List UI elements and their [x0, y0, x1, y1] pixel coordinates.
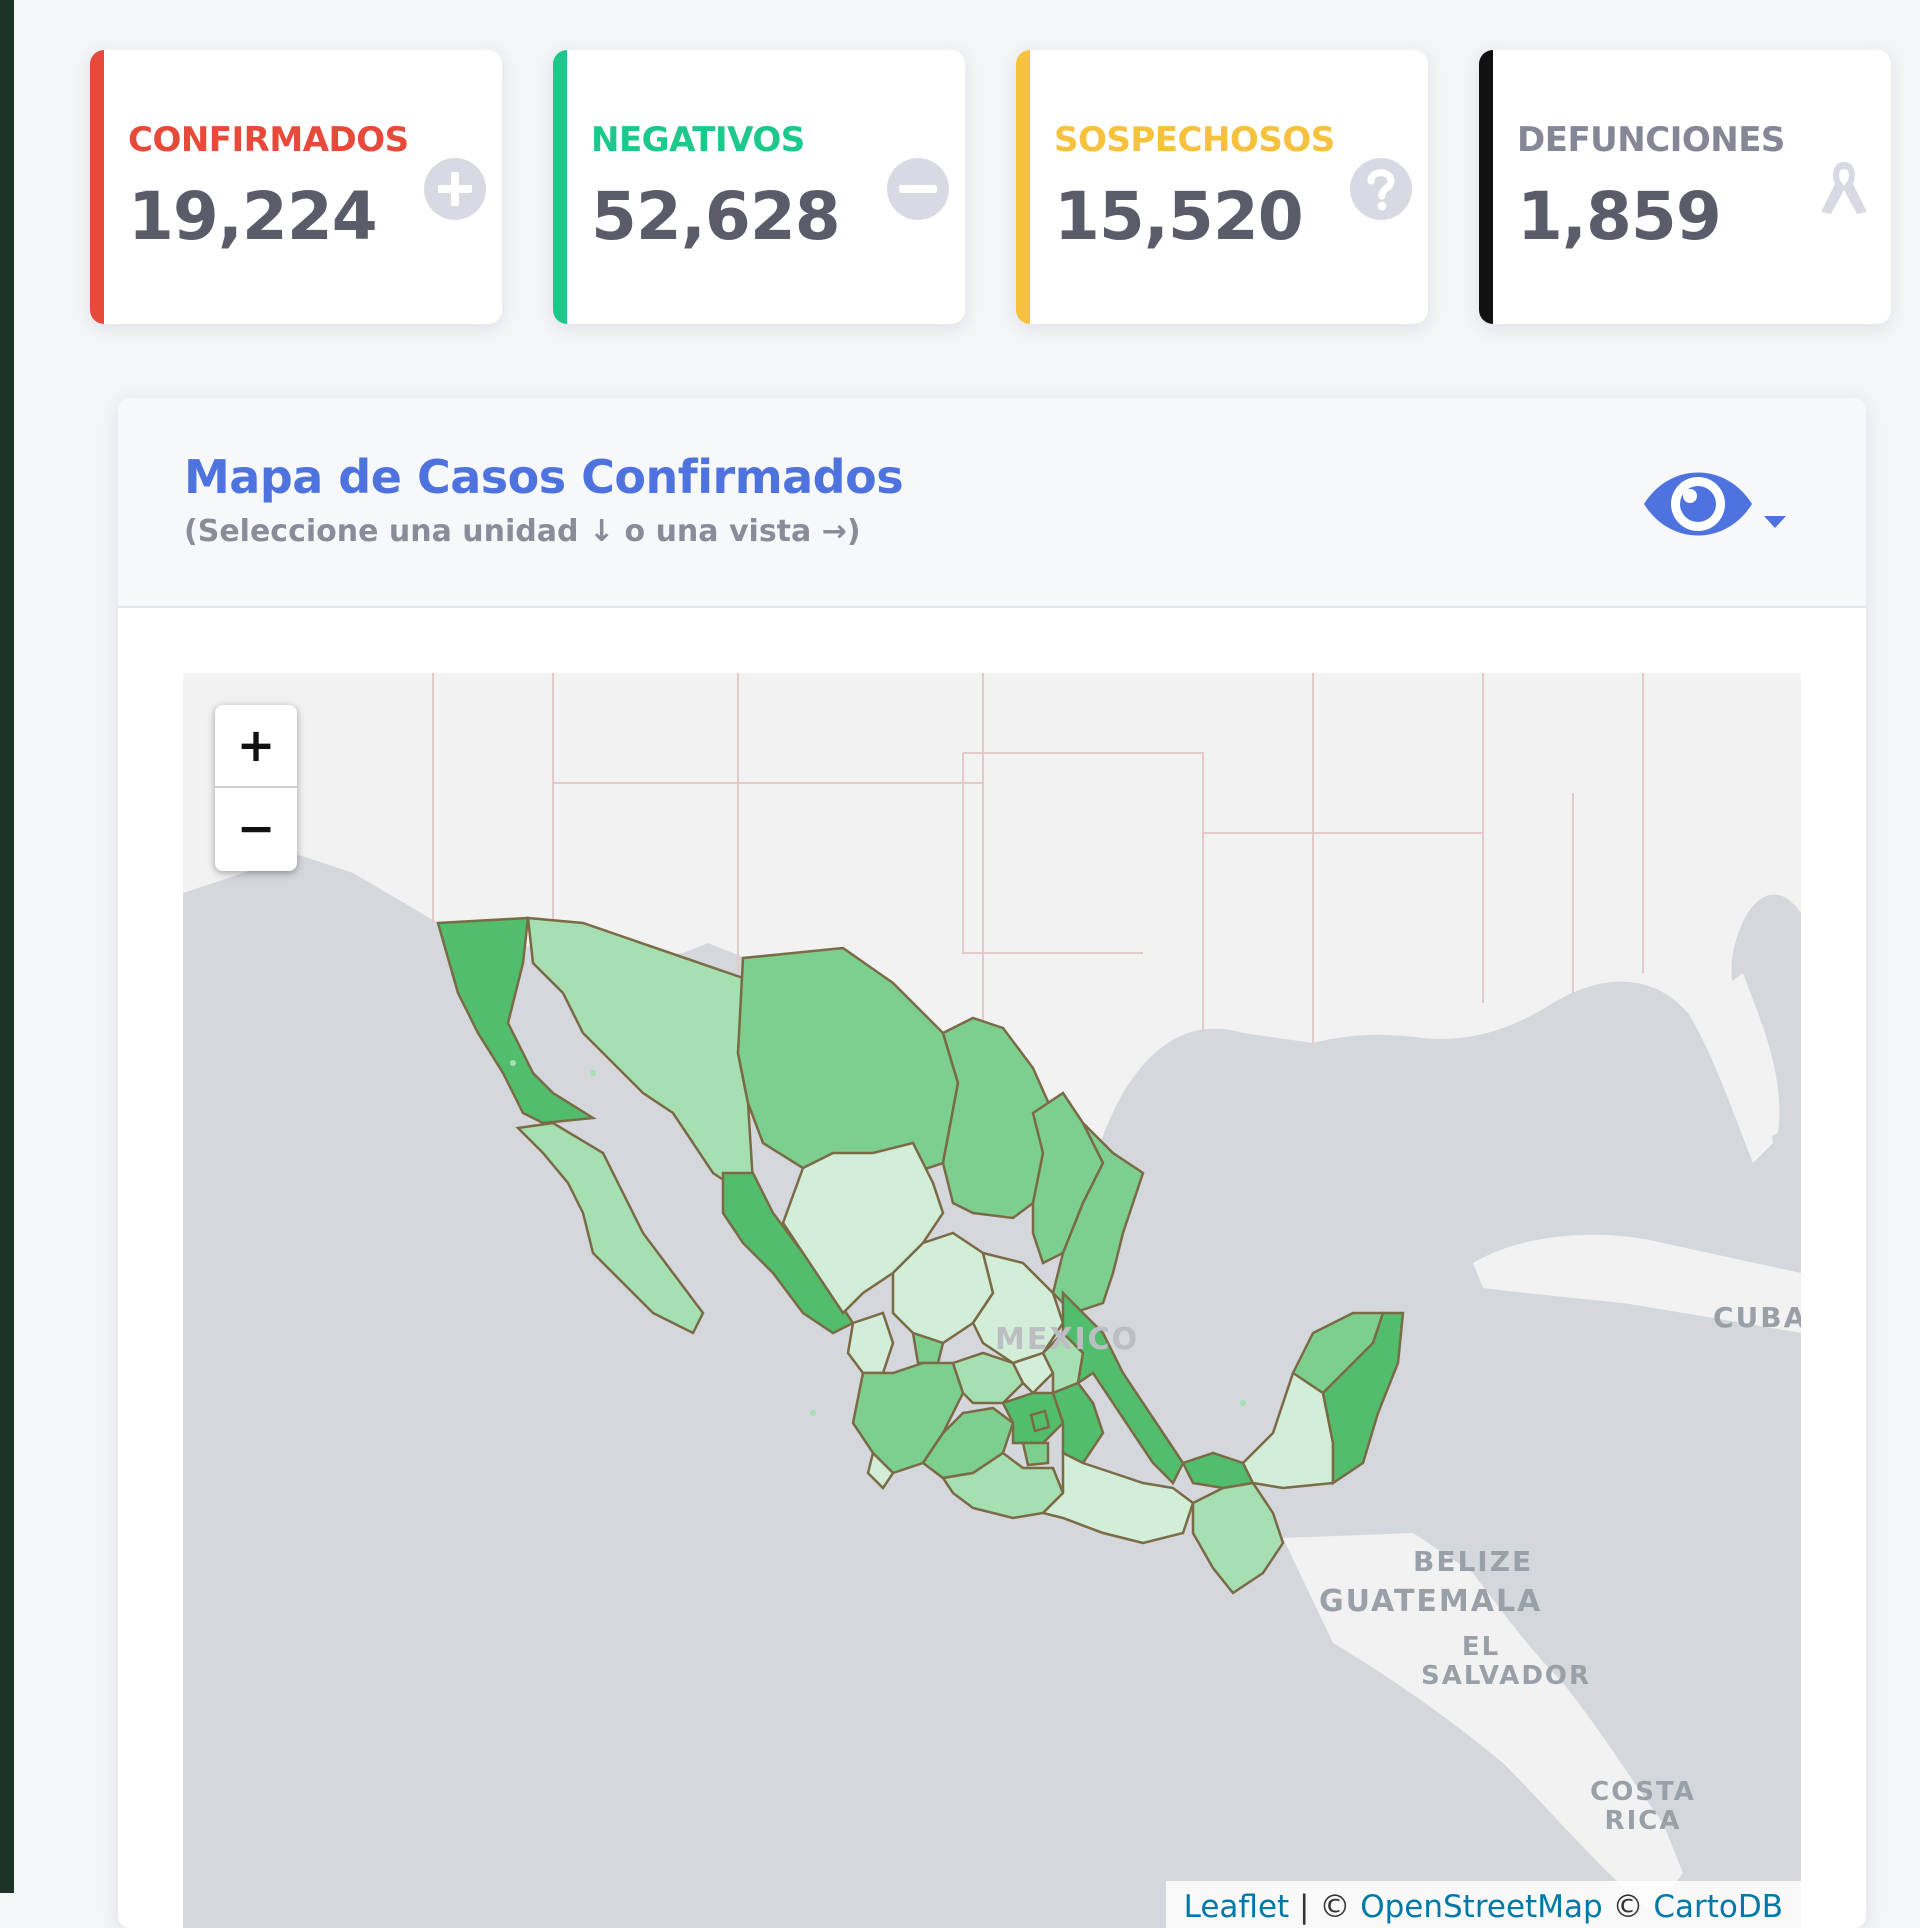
stat-label: NEGATIVOS — [591, 120, 805, 160]
stat-value: 1,859 — [1517, 178, 1722, 255]
state-queretaro — [1011, 1351, 1055, 1395]
panel-title: Mapa de Casos Confirmados — [184, 450, 904, 504]
us-state-borders — [432, 673, 1644, 1113]
state-quintana-roo — [1321, 1311, 1405, 1486]
zoom-control: + − — [215, 705, 297, 871]
stat-card-deaths: DEFUNCIONES 1,859 — [1479, 50, 1891, 324]
panel-header: Mapa de Casos Confirmados (Seleccione un… — [118, 398, 1866, 608]
stat-label: DEFUNCIONES — [1517, 120, 1785, 160]
card-stripe — [1016, 50, 1030, 324]
stat-value: 15,520 — [1054, 178, 1304, 255]
question-circle-icon — [1350, 158, 1412, 220]
state-cdmx — [1029, 1409, 1051, 1433]
map-canvas[interactable] — [183, 673, 1801, 1928]
stat-label: SOSPECHOSOS — [1054, 120, 1335, 160]
state-chiapas — [1191, 1481, 1285, 1595]
map-attribution: Leaflet | © OpenStreetMap © CartoDB — [1165, 1881, 1801, 1928]
state-tabasco — [1181, 1451, 1255, 1490]
state-oaxaca — [1040, 1450, 1195, 1545]
land-florida — [1688, 973, 1780, 1143]
zoom-out-button[interactable]: − — [236, 801, 276, 855]
map-label-el-salvador: EL SALVADOR — [1421, 1632, 1592, 1691]
cartodb-link[interactable]: CartoDB — [1653, 1889, 1783, 1925]
openstreetmap-link[interactable]: OpenStreetMap — [1360, 1889, 1603, 1925]
stat-value: 19,224 — [128, 178, 378, 255]
plus-circle-icon — [424, 158, 486, 220]
leaflet-link[interactable]: Leaflet — [1183, 1889, 1290, 1925]
state-guanajuato — [951, 1351, 1025, 1405]
card-stripe — [90, 50, 104, 324]
panel-subtitle: (Seleccione una unidad ↓ o una vista →) — [184, 514, 861, 549]
stat-card-suspected: SOSPECHOSOS 15,520 — [1016, 50, 1428, 324]
card-stripe — [553, 50, 567, 324]
map-label-belize: BELIZE — [1413, 1545, 1534, 1578]
zoom-in-button[interactable]: + — [215, 705, 297, 788]
islands — [510, 1060, 1246, 1416]
land-central-america — [1283, 1533, 1683, 1913]
minus-circle-icon — [887, 158, 949, 220]
stat-card-confirmed: CONFIRMADOS 19,224 — [90, 50, 502, 324]
state-veracruz — [1061, 1289, 1185, 1486]
caret-down-icon — [1764, 516, 1786, 528]
mexico-states — [436, 916, 1405, 1595]
stat-value: 52,628 — [591, 178, 841, 255]
state-puebla — [1051, 1381, 1105, 1465]
attribution-copyright: © — [1602, 1889, 1654, 1925]
map-view[interactable]: + − MEXICO CUBA BELIZE GUATEMALA EL SALV… — [183, 673, 1801, 1928]
state-colima — [866, 1450, 895, 1490]
map-label-guatemala: GUATEMALA — [1319, 1584, 1543, 1619]
stat-label: CONFIRMADOS — [128, 120, 409, 160]
state-nayarit — [846, 1311, 895, 1375]
card-stripe — [1479, 50, 1493, 324]
map-label-mexico: MEXICO — [995, 1322, 1140, 1357]
state-baja-california — [436, 916, 597, 1125]
ribbon-icon — [1821, 162, 1867, 214]
eye-icon — [1644, 472, 1752, 536]
map-label-cuba: CUBA — [1713, 1301, 1801, 1334]
state-sinaloa — [721, 1171, 855, 1335]
stat-card-negative: NEGATIVOS 52,628 — [553, 50, 965, 324]
window-edge — [0, 0, 14, 1893]
map-label-costa-rica: COSTA RICA — [1590, 1777, 1696, 1836]
view-selector-button[interactable] — [1640, 460, 1790, 550]
land-cuba — [1473, 1234, 1801, 1333]
state-tamaulipas — [1051, 1122, 1145, 1315]
attribution-separator: | © — [1289, 1889, 1361, 1925]
state-baja-california-sur — [515, 1121, 705, 1335]
state-morelos — [1021, 1441, 1050, 1467]
land-usa — [183, 673, 1801, 1193]
map-panel: Mapa de Casos Confirmados (Seleccione un… — [118, 398, 1866, 1928]
